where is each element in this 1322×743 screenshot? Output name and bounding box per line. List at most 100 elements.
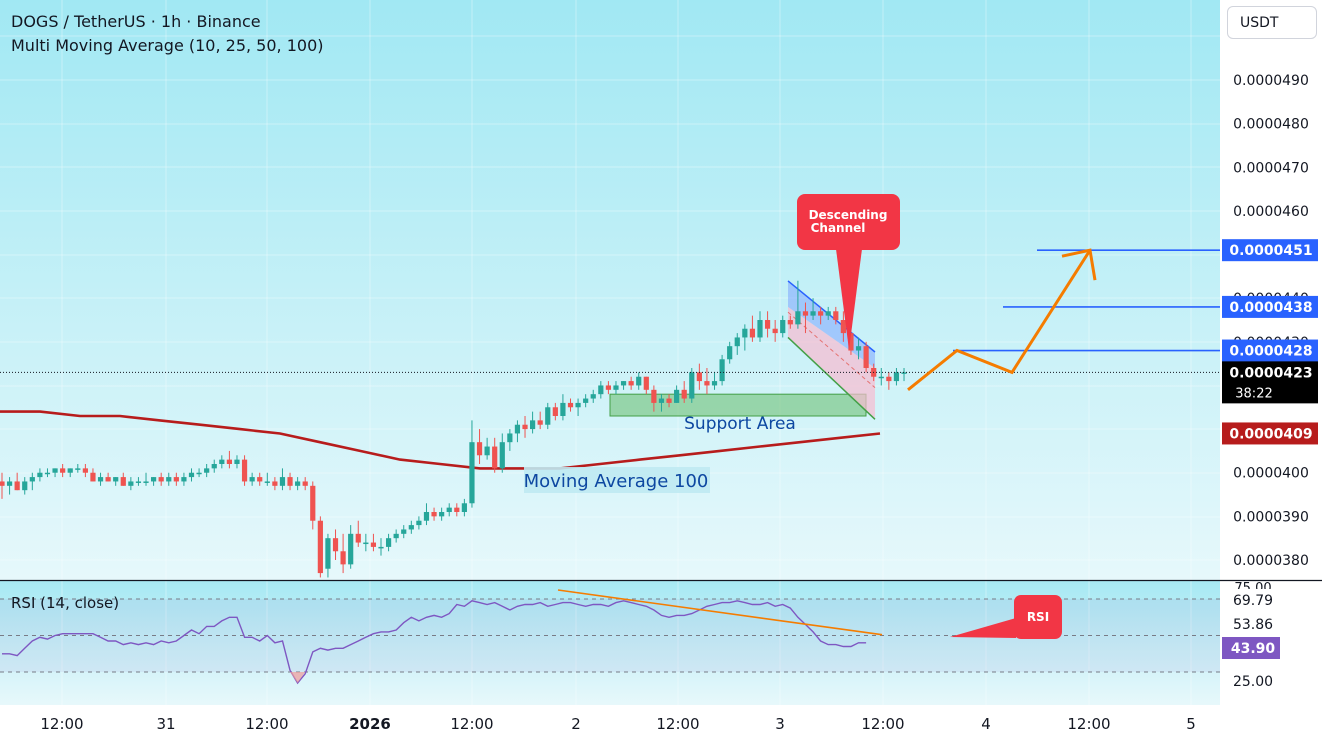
candle bbox=[681, 381, 687, 403]
level-0-tag: 0.0000428 bbox=[1229, 344, 1312, 360]
candle bbox=[802, 302, 809, 334]
currency-button[interactable]: USDT bbox=[1227, 6, 1317, 39]
rsi-legend[interactable]: RSI (14, close) bbox=[11, 594, 120, 612]
candle-body bbox=[408, 525, 414, 530]
candle-body bbox=[855, 346, 862, 351]
candle bbox=[181, 472, 187, 486]
candle bbox=[749, 315, 756, 342]
candle bbox=[620, 381, 627, 390]
target-1-tag: 0.0000438 bbox=[1229, 300, 1312, 316]
candle bbox=[552, 402, 558, 421]
candle-body bbox=[818, 311, 824, 316]
candle bbox=[135, 477, 142, 486]
candle bbox=[878, 368, 884, 386]
candle-body bbox=[893, 372, 900, 382]
candle bbox=[855, 337, 862, 360]
projection-arrow bbox=[907, 248, 1097, 391]
rsi-callout-pointer bbox=[950, 618, 1016, 638]
indicator-legend[interactable]: Multi Moving Average (10, 25, 50, 100) bbox=[11, 36, 324, 55]
rsi-divergence-line bbox=[557, 589, 883, 636]
rsi-oversold-fill bbox=[290, 672, 306, 683]
candle-body bbox=[567, 402, 574, 408]
candle-body bbox=[158, 477, 164, 482]
candle bbox=[446, 503, 452, 517]
descending-channel-text-1: Descending bbox=[809, 208, 888, 222]
candle-body bbox=[787, 320, 793, 325]
candle-body bbox=[204, 468, 210, 473]
candle bbox=[408, 520, 414, 534]
candle bbox=[82, 464, 88, 478]
candle bbox=[105, 472, 111, 482]
candle bbox=[264, 472, 270, 486]
candle bbox=[893, 368, 900, 386]
candle-body bbox=[674, 389, 680, 403]
candle bbox=[833, 306, 839, 325]
candle-body bbox=[0, 481, 5, 486]
candle-body bbox=[325, 538, 331, 569]
candle bbox=[128, 477, 134, 491]
candle-body bbox=[219, 459, 225, 464]
candle-body bbox=[825, 311, 831, 316]
time-tick: 12:00 bbox=[656, 715, 699, 733]
candle-body bbox=[44, 472, 51, 475]
candle-body bbox=[484, 446, 490, 456]
candle bbox=[886, 372, 892, 390]
support-area-label: Support Area bbox=[684, 414, 796, 434]
candle-body bbox=[749, 328, 756, 338]
candle bbox=[393, 529, 399, 543]
price-tick: 0.0000390 bbox=[1233, 509, 1309, 525]
candle bbox=[658, 394, 665, 412]
candle bbox=[666, 394, 672, 408]
candle bbox=[143, 472, 149, 486]
candle bbox=[188, 468, 195, 482]
candle-body bbox=[734, 337, 740, 347]
candle bbox=[60, 464, 66, 478]
time-tick: 12:00 bbox=[450, 715, 493, 733]
candle-body bbox=[446, 507, 452, 512]
candle-body bbox=[833, 311, 839, 320]
candle-body bbox=[52, 468, 58, 473]
candle bbox=[272, 477, 278, 491]
candle bbox=[332, 529, 339, 560]
candle-body bbox=[757, 320, 763, 338]
candle-body bbox=[643, 376, 649, 390]
candle-body bbox=[22, 481, 28, 491]
candle bbox=[901, 368, 907, 382]
candle-body bbox=[719, 359, 725, 382]
candle bbox=[567, 398, 574, 412]
candle bbox=[29, 472, 35, 491]
candle-body bbox=[689, 372, 695, 399]
rsi-tick-25: 25.00 bbox=[1233, 674, 1273, 690]
projection-path bbox=[907, 249, 1092, 391]
candle bbox=[825, 306, 831, 320]
candle-body bbox=[37, 472, 43, 478]
candle-body bbox=[60, 468, 66, 473]
candle-body bbox=[711, 381, 718, 386]
candle-body bbox=[704, 381, 710, 386]
candle bbox=[295, 477, 301, 491]
candle bbox=[97, 472, 104, 486]
candle-body bbox=[772, 328, 778, 334]
time-tick: 4 bbox=[981, 715, 991, 733]
candle-body bbox=[840, 320, 846, 334]
candle-body bbox=[476, 442, 483, 456]
candle-body bbox=[575, 402, 581, 408]
candle bbox=[651, 385, 657, 412]
candle bbox=[469, 420, 475, 508]
candle bbox=[742, 324, 748, 351]
candle-body bbox=[287, 477, 293, 486]
candle-body bbox=[545, 407, 551, 425]
rsi-tag-bg bbox=[1222, 589, 1280, 611]
candle bbox=[44, 468, 51, 478]
rsi-line bbox=[2, 600, 867, 685]
candle bbox=[340, 533, 346, 574]
candle bbox=[241, 455, 248, 486]
candle bbox=[52, 468, 58, 478]
ma-label-box bbox=[524, 467, 710, 493]
candle bbox=[378, 538, 384, 556]
candle-body bbox=[620, 381, 627, 386]
candle-body bbox=[598, 385, 604, 395]
candle-body bbox=[332, 538, 339, 552]
support-area-zone bbox=[609, 393, 867, 417]
